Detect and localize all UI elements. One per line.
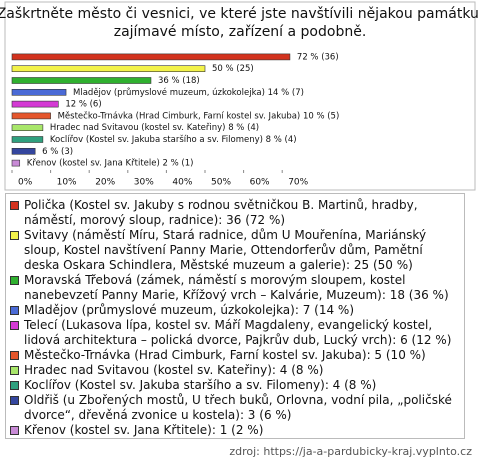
x-tick-label: 30% — [134, 178, 154, 188]
legend-item: Telecí (Lukasova lípa, kostel sv. Máří M… — [10, 318, 460, 348]
value-label: Křenov (kostel sv. Jana Křtitele) 2 % (1… — [27, 159, 194, 169]
legend-item: Polička (Kostel sv. Jakuby s rodnou svět… — [10, 198, 460, 228]
legend-label: Hradec nad Svitavou (kostel sv. Kateřiny… — [24, 363, 324, 377]
legend-item: Mladějov (průmyslové muzeum, úzkokolejka… — [10, 303, 460, 318]
legend-item: Městečko-Trnávka (Hrad Cimburk, Farní ko… — [10, 348, 460, 363]
value-label: Městečko-Trnávka (Hrad Cimburk, Farní ko… — [58, 110, 340, 121]
legend-label: Městečko-Trnávka (Hrad Cimburk, Farní ko… — [24, 348, 426, 362]
legend-swatch — [10, 396, 19, 405]
x-tick-label: 0% — [18, 178, 33, 188]
legend-label: Polička (Kostel sv. Jakuby s rodnou svět… — [24, 198, 418, 227]
legend-label: Telecí (Lukasova lípa, kostel sv. Máří M… — [24, 318, 452, 347]
x-tick-label: 50% — [211, 178, 231, 188]
legend-swatch — [10, 231, 19, 240]
value-label: 36 % (18) — [158, 76, 200, 86]
bar — [11, 77, 152, 84]
bar — [11, 159, 21, 167]
legend-label: Svitavy (náměstí Míru, Stará radnice, dů… — [24, 228, 427, 272]
x-tick-label: 10% — [57, 178, 77, 188]
x-tick-label: 60% — [250, 178, 270, 188]
value-label: 6 % (3) — [42, 147, 73, 157]
legend-swatch — [10, 351, 19, 360]
value-label: 12 % (6) — [65, 100, 101, 110]
x-tick-label: 70% — [288, 178, 308, 188]
legend-swatch — [10, 366, 19, 375]
bar — [11, 148, 36, 155]
chart-title-line: Zaškrtněte město či vesnici, ve které js… — [0, 6, 480, 22]
value-label: Koclířov (Kostel sv. Jakuba staršího a s… — [50, 134, 297, 145]
bar — [11, 89, 67, 96]
legend-swatch — [10, 276, 19, 285]
value-label: Mladějov (průmyslové muzeum, úzkokolejka… — [73, 87, 304, 98]
legend-label: Koclířov (Kostel sv. Jakuba staršího a s… — [24, 378, 377, 392]
chart-title-line: zajímavé místo, zařízení a podobně. — [114, 24, 367, 40]
legend-item: Moravská Třebová (zámek, náměstí s morov… — [10, 273, 460, 303]
legend-swatch — [10, 201, 19, 210]
value-label: Hradec nad Svitavou (kostel sv. Kateřiny… — [50, 123, 259, 133]
chart: Zaškrtněte město či vesnici, ve které js… — [0, 1, 480, 191]
legend-item: Koclířov (Kostel sv. Jakuba staršího a s… — [10, 378, 460, 393]
x-tick-label: 20% — [95, 178, 115, 188]
value-label: 50 % (25) — [212, 64, 254, 74]
legend-label: Moravská Třebová (zámek, náměstí s morov… — [24, 273, 449, 302]
legend-swatch — [10, 306, 19, 315]
source: zdroj: https://ja-a-pardubicky-kraj.vypl… — [229, 445, 472, 458]
bar — [11, 100, 59, 108]
legend-swatch — [10, 426, 19, 435]
legend-label: Oldřiš (u Zbořených mostů, U třech buků,… — [24, 393, 452, 422]
chart-border — [4, 1, 476, 191]
value-label: 72 % (36) — [297, 52, 339, 62]
legend-item: Svitavy (náměstí Míru, Stará radnice, dů… — [10, 228, 460, 273]
bar — [11, 112, 51, 120]
legend-label: Mladějov (průmyslové muzeum, úzkokolejka… — [24, 303, 354, 317]
legend-label: Křenov (kostel sv. Jana Křtitele): 1 (2 … — [24, 423, 264, 437]
legend-swatch — [10, 381, 19, 390]
legend-item: Křenov (kostel sv. Jana Křtitele): 1 (2 … — [10, 423, 460, 438]
legend-item: Oldřiš (u Zbořených mostů, U třech buků,… — [10, 393, 460, 423]
bar — [11, 65, 206, 72]
legend-item: Hradec nad Svitavou (kostel sv. Kateřiny… — [10, 363, 460, 378]
legend: Polička (Kostel sv. Jakuby s rodnou svět… — [5, 193, 465, 439]
bar — [11, 124, 44, 131]
x-tick-label: 40% — [172, 178, 192, 188]
legend-swatch — [10, 321, 19, 330]
bar — [11, 53, 291, 61]
bar — [11, 136, 44, 143]
